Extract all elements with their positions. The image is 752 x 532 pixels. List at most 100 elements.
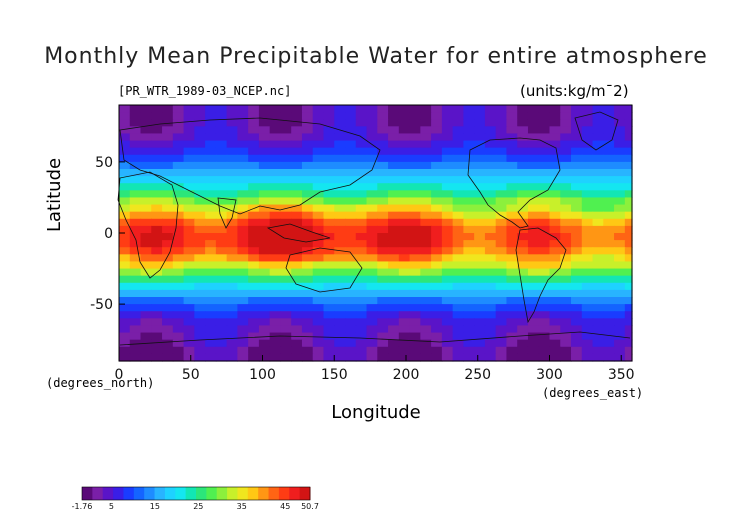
field-cell bbox=[140, 126, 152, 135]
field-cell bbox=[140, 218, 152, 227]
field-cell bbox=[592, 190, 604, 199]
field-cell bbox=[377, 233, 389, 241]
field-cell bbox=[312, 247, 325, 255]
field-cell bbox=[194, 318, 206, 327]
field-cell bbox=[463, 289, 475, 298]
field-cell bbox=[248, 318, 260, 327]
field-cell bbox=[248, 197, 260, 206]
field-cell bbox=[345, 339, 357, 348]
field-cell bbox=[237, 268, 249, 277]
field-cell bbox=[194, 268, 206, 277]
field-cell bbox=[291, 176, 303, 184]
field-cell bbox=[237, 176, 249, 184]
field-cell bbox=[484, 240, 497, 248]
field-cell bbox=[334, 254, 346, 263]
field-cell bbox=[377, 161, 389, 170]
field-cell bbox=[592, 346, 604, 355]
field-cell bbox=[571, 225, 583, 234]
field-cell bbox=[215, 225, 228, 234]
field-cell bbox=[452, 289, 464, 298]
field-cell bbox=[355, 218, 368, 227]
x-tick-label: 100 bbox=[249, 367, 276, 383]
field-cell bbox=[409, 311, 421, 319]
field-cell bbox=[129, 289, 142, 298]
field-cell bbox=[377, 353, 389, 362]
field-cell bbox=[603, 282, 615, 291]
field-cell bbox=[581, 332, 594, 341]
field-cell bbox=[441, 318, 454, 327]
field-cell bbox=[377, 126, 389, 135]
field-cell bbox=[581, 275, 594, 284]
field-cell bbox=[549, 297, 561, 305]
field-cell bbox=[194, 289, 206, 298]
field-cell bbox=[172, 318, 185, 327]
field-cell bbox=[624, 225, 633, 234]
field-cell bbox=[226, 282, 238, 291]
field-cell bbox=[527, 346, 540, 355]
field-cell bbox=[194, 311, 206, 319]
field-cell bbox=[172, 332, 185, 341]
field-cell bbox=[484, 332, 497, 341]
field-cell bbox=[226, 119, 238, 127]
field-cell bbox=[140, 133, 152, 142]
field-cell bbox=[592, 233, 604, 241]
field-cell bbox=[495, 275, 508, 284]
field-cell bbox=[248, 140, 260, 149]
field-cell bbox=[624, 211, 633, 220]
field-cell bbox=[248, 233, 260, 241]
field-cell bbox=[495, 318, 508, 327]
field-cell bbox=[366, 105, 378, 113]
field-cell bbox=[549, 304, 561, 312]
field-cell bbox=[484, 105, 497, 113]
field-cell bbox=[334, 154, 346, 163]
field-cell bbox=[474, 119, 486, 127]
field-cell bbox=[183, 154, 195, 163]
field-cell bbox=[151, 304, 163, 312]
field-cell bbox=[614, 240, 626, 248]
field-cell bbox=[603, 339, 615, 348]
field-cell bbox=[183, 346, 195, 355]
field-cell bbox=[409, 282, 421, 291]
field-cell bbox=[571, 133, 583, 142]
field-cell bbox=[420, 225, 432, 234]
field-cell bbox=[624, 240, 633, 248]
field-cell bbox=[237, 233, 249, 241]
field-cell bbox=[323, 325, 335, 334]
field-cell bbox=[441, 240, 454, 248]
field-cell bbox=[345, 297, 357, 305]
field-cell bbox=[237, 275, 249, 284]
field-cell bbox=[452, 353, 464, 362]
field-cell bbox=[312, 353, 325, 362]
y-axis-title: Latitude bbox=[44, 157, 65, 232]
field-cell bbox=[183, 275, 195, 284]
field-cell bbox=[603, 105, 615, 113]
field-cell bbox=[258, 261, 271, 270]
field-cell bbox=[420, 197, 432, 206]
field-cell bbox=[119, 225, 131, 234]
field-cell bbox=[581, 140, 594, 149]
field-cell bbox=[355, 169, 368, 177]
field-cell bbox=[140, 289, 152, 298]
field-cell bbox=[527, 154, 540, 163]
field-cell bbox=[345, 304, 357, 312]
field-cell bbox=[441, 211, 454, 220]
field-cell bbox=[151, 261, 163, 270]
field-cell bbox=[226, 126, 238, 135]
field-cell bbox=[377, 176, 389, 184]
field-cell bbox=[334, 233, 346, 241]
field-cell bbox=[549, 140, 561, 149]
field-cell bbox=[398, 318, 411, 327]
field-cell bbox=[517, 161, 529, 170]
field-cell bbox=[506, 346, 518, 355]
field-cell bbox=[506, 176, 518, 184]
field-cell bbox=[463, 190, 475, 199]
field-cell bbox=[129, 112, 142, 120]
field-cell bbox=[398, 154, 411, 163]
field-cell bbox=[162, 254, 174, 263]
field-cell bbox=[495, 147, 508, 156]
field-cell bbox=[269, 304, 282, 312]
field-cell bbox=[495, 161, 508, 170]
field-cell bbox=[237, 318, 249, 327]
field-cell bbox=[624, 332, 633, 341]
field-cell bbox=[258, 289, 271, 298]
